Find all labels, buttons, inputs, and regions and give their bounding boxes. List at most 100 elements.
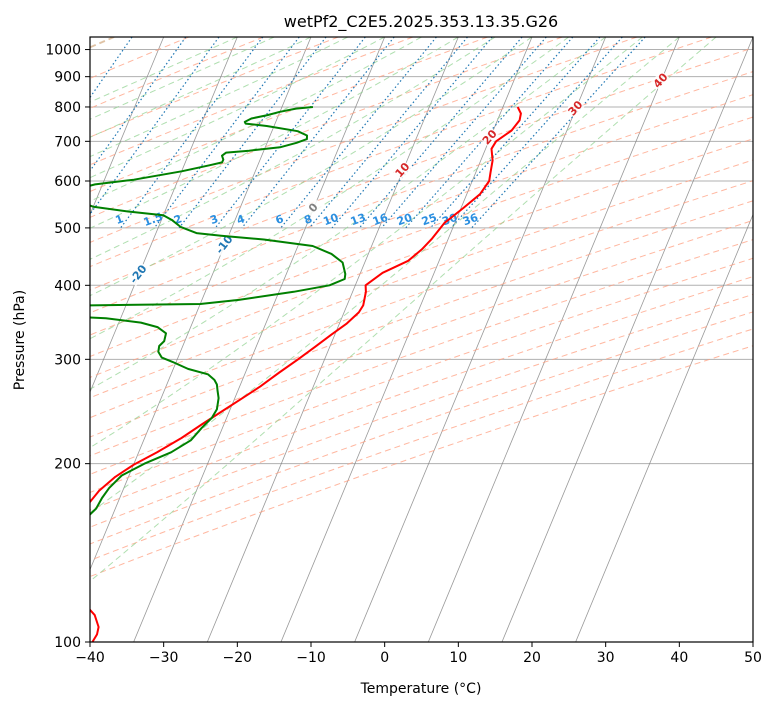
dry-adiabat-label: 30 <box>566 98 586 118</box>
mixing-ratio-label: 36 <box>461 211 480 229</box>
isotherm-label: -30 <box>40 294 63 318</box>
isotherm-line <box>206 37 459 642</box>
y-tick-label: 100 <box>54 635 81 651</box>
dry-adiabat-line <box>90 94 753 336</box>
dry-adiabat-line <box>90 311 753 545</box>
moist-adiabat-lines <box>90 37 717 582</box>
dry-adiabat-line <box>90 219 753 457</box>
dry-adiabat-line <box>90 257 753 493</box>
x-tick-label: 0 <box>380 650 389 666</box>
mixing-ratio-line <box>90 37 133 99</box>
isotherm-label: -20 <box>127 262 150 286</box>
mixing-ratio-line <box>178 37 327 229</box>
dry-adiabat-line <box>90 37 563 218</box>
mixing-ratio-label: 16 <box>371 211 390 229</box>
x-tick-label: 30 <box>597 650 615 666</box>
mixing-ratio-line <box>471 37 646 229</box>
mixing-ratio-label: 13 <box>349 211 368 228</box>
dry-adiabat-line <box>90 37 414 166</box>
moist-adiabat-line <box>90 37 570 340</box>
mixing-ratio-label: 3 <box>208 212 220 227</box>
dry-adiabat-line <box>90 276 753 511</box>
dry-adiabat-line <box>90 37 712 268</box>
dewpoint-line <box>90 106 347 516</box>
dry-adiabat-line <box>90 239 753 475</box>
y-tick-label: 800 <box>54 100 81 116</box>
dry-adiabat-line <box>90 37 264 109</box>
y-tick-label: 500 <box>54 221 81 237</box>
reference-line-labels: 0.10.20.40.611.52346810131620253036-100-… <box>0 70 671 319</box>
dry-adiabat-line <box>90 138 753 378</box>
isotherm-line <box>90 37 238 394</box>
mixing-ratio-line <box>90 37 187 172</box>
mixing-ratio-label: 6 <box>274 212 286 227</box>
isotherm-label-bg <box>126 261 150 287</box>
isotherm-line <box>90 37 312 571</box>
moist-adiabat-line <box>90 37 312 138</box>
isotherm-label-bg <box>212 231 236 257</box>
y-tick-label: 1000 <box>45 43 81 59</box>
mixing-ratio-line <box>120 37 264 229</box>
moist-adiabat-line <box>90 37 717 582</box>
isotherm-line <box>427 37 680 642</box>
dry-adiabat-label-bg <box>650 70 671 91</box>
mixing-ratio-line <box>241 37 395 229</box>
mixing-ratio-line <box>450 37 623 229</box>
mixing-ratio-label: 0.2 <box>0 210 9 229</box>
moist-adiabat-line <box>90 37 275 120</box>
dry-adiabat-label: 10 <box>393 160 413 180</box>
mixing-ratio-label: 2 <box>172 212 184 227</box>
moist-adiabat-line <box>90 37 459 229</box>
isotherm-label-bg <box>39 294 62 319</box>
profile-lines <box>90 106 522 642</box>
dry-adiabat-line <box>90 328 753 561</box>
dry-adiabat-label-bg <box>565 97 586 118</box>
moist-adiabat-line <box>90 37 385 179</box>
mixing-ratio-line <box>429 37 601 229</box>
mixing-ratio-lines <box>90 37 646 229</box>
y-tick-label: 900 <box>54 70 81 86</box>
dry-adiabat-line <box>90 37 189 79</box>
mixing-ratio-label: 25 <box>420 211 439 228</box>
plot-frame <box>89 36 754 643</box>
temperature-line <box>90 106 522 642</box>
mixing-ratio-label: 20 <box>395 211 414 229</box>
mixing-ratio-line <box>90 37 220 216</box>
mixing-ratio-label: 10 <box>321 211 340 229</box>
dry-adiabat-line <box>90 200 753 438</box>
pressure-gridlines <box>90 49 753 642</box>
x-axis-label: Temperature (°C) <box>360 681 482 697</box>
moist-adiabat-line <box>90 37 680 514</box>
isotherm-lines <box>90 37 753 642</box>
mixing-ratio-line <box>358 37 523 229</box>
dry-adiabat-label-bg <box>303 197 323 218</box>
x-tick-label: 40 <box>670 650 688 666</box>
y-axis-label: Pressure (hPa) <box>12 290 28 390</box>
isotherm-line <box>354 37 607 642</box>
x-tick-label: −20 <box>223 650 253 666</box>
dry-adiabat-line <box>90 47 753 291</box>
dry-adiabat-line <box>90 159 753 399</box>
dry-adiabat-lines <box>90 37 753 578</box>
mixing-ratio-label: 1 <box>114 212 126 227</box>
moist-adiabat-line <box>90 37 349 158</box>
dry-adiabat-label: 40 <box>651 70 671 90</box>
moist-adiabat-line <box>90 37 422 202</box>
x-tick-label: −10 <box>296 650 326 666</box>
isotherm-line <box>90 37 165 216</box>
mixing-ratio-line <box>153 37 300 229</box>
x-tick-label: 10 <box>449 650 467 666</box>
mixing-ratio-label: 4 <box>235 212 247 227</box>
dry-adiabat-line <box>90 71 753 314</box>
mixing-ratio-line <box>280 37 437 229</box>
y-tick-label: 400 <box>54 278 81 294</box>
isotherm-line <box>280 37 533 642</box>
mixing-ratio-line <box>214 37 366 229</box>
dry-adiabat-label-bg <box>392 159 412 180</box>
y-axis-ticks: 100 200 300 400 500 600 700 800 900 1000 <box>45 43 90 651</box>
dry-adiabat-line <box>90 293 753 528</box>
chart-title: wetPf2_C2E5.2025.353.13.35.G26 <box>284 12 558 32</box>
mixing-ratio-label: 8 <box>302 212 314 227</box>
y-tick-label: 200 <box>54 457 81 473</box>
